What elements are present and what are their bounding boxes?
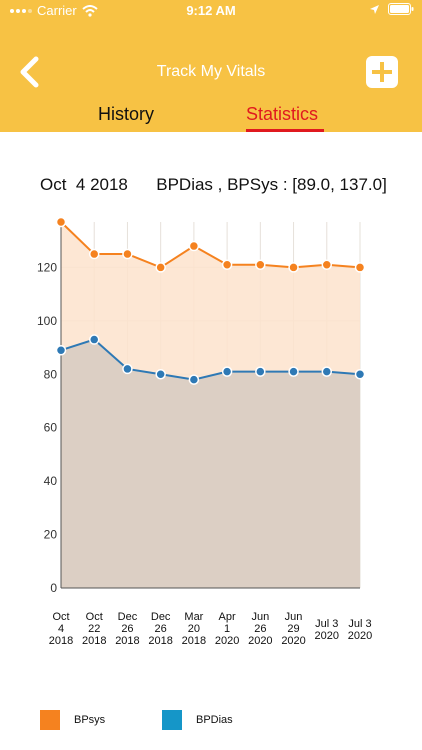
x-tick-label: Jun 29 2020 <box>281 611 305 647</box>
summary-values: BPDias , BPSys : [89.0, 137.0] <box>156 175 387 194</box>
bpdias-point <box>288 366 299 377</box>
x-tick-label: Jul 3 2020 <box>315 618 339 642</box>
x-tick-label: Jul 3 2020 <box>348 618 372 642</box>
legend-swatch-bpsys <box>40 710 60 730</box>
bpdias-point <box>255 366 266 377</box>
wifi-icon <box>82 4 98 17</box>
legend-label-bpsys: BPsys <box>74 714 106 726</box>
tab-statistics[interactable]: Statistics <box>246 104 319 124</box>
bpdias-point <box>321 366 333 377</box>
y-tick-label: 0 <box>50 581 57 595</box>
reading-summary: Oct 4 2018 BPDias , BPSys : [89.0, 137.0… <box>40 175 387 195</box>
bpdias-point <box>188 374 200 385</box>
page-title: Track My Vitals <box>156 63 266 80</box>
y-tick-label: 20 <box>44 528 58 542</box>
x-tick-label: Apr 1 2020 <box>215 611 239 647</box>
status-bar: Carrier 9:12 AM <box>0 0 422 22</box>
x-tick-label: Oct 22 2018 <box>82 611 106 647</box>
bpsys-point <box>188 240 200 252</box>
signal-icon <box>10 8 32 13</box>
y-tick-label: 100 <box>37 314 57 328</box>
vitals-chart: 0 20 40 60 80 100 120 Oct 4 2018 Oct 22 2018 Dec 26 201… <box>37 216 372 647</box>
battery-icon <box>388 3 414 15</box>
bpdias-point <box>155 369 166 380</box>
x-tick-label: Oct 4 2018 <box>49 611 73 647</box>
x-tick-label: Dec 26 2018 <box>115 611 139 647</box>
bpsys-point <box>321 259 333 270</box>
status-time: 9:12 AM <box>186 3 236 18</box>
selected-tab-indicator <box>246 129 324 132</box>
bpdias-point <box>88 334 100 345</box>
y-tick-label: 40 <box>44 474 58 488</box>
location-icon <box>370 4 379 14</box>
bpdias-line <box>60 338 361 381</box>
bpsys-point <box>288 262 299 273</box>
add-button[interactable] <box>366 56 398 88</box>
bpsys-point <box>88 248 100 260</box>
back-button[interactable] <box>14 52 48 92</box>
bpdias-point <box>122 363 133 375</box>
bpdias-point <box>221 366 233 377</box>
bpdias-point <box>354 369 366 380</box>
bpsys-point <box>155 262 166 273</box>
header-background <box>0 0 422 132</box>
bpsys-point <box>221 259 233 270</box>
y-tick-label: 80 <box>44 367 58 381</box>
x-tick-label: Jun 26 2020 <box>248 611 272 647</box>
chevron-left-icon <box>20 56 39 88</box>
x-tick-label: Mar 20 2018 <box>182 611 206 647</box>
bpsys-point <box>255 259 266 270</box>
y-tick-label: 120 <box>37 260 57 274</box>
bpsys-point <box>122 248 133 260</box>
tab-history[interactable]: History <box>98 104 155 124</box>
legend-item-bpdias: BPDias <box>162 710 233 730</box>
x-tick-label: Dec 26 2018 <box>148 611 172 647</box>
legend-item-bpsys: BPsys <box>40 710 105 730</box>
bpdias-area <box>61 339 360 588</box>
legend-label-bpdias: BPDias <box>196 714 233 726</box>
bpsys-point <box>354 262 366 273</box>
bpdias-point <box>55 344 67 356</box>
y-tick-label: 60 <box>44 421 58 435</box>
legend-swatch-bpdias <box>162 710 182 730</box>
navigation-bar: Track My Vitals <box>0 44 422 100</box>
carrier-label: Carrier <box>37 3 77 18</box>
bpsys-point <box>55 216 67 228</box>
summary-date: Oct 4 2018 <box>40 175 128 194</box>
bpsys-line <box>60 221 361 269</box>
